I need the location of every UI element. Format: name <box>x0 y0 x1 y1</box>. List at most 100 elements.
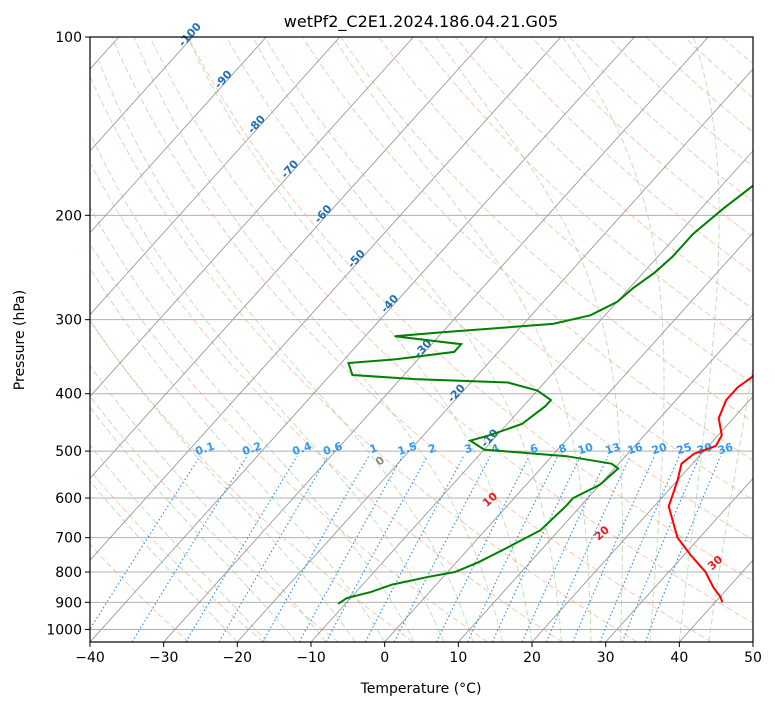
moist-adiabat <box>90 406 297 642</box>
x-tick-label: −40 <box>75 650 105 666</box>
dry-adiabat <box>90 75 638 642</box>
y-tick-label: 600 <box>55 491 82 507</box>
dry-adiabat <box>416 37 753 347</box>
isotherm-line <box>384 232 753 642</box>
moist-adiabat <box>678 37 720 642</box>
mixing-ratio-line <box>435 455 530 642</box>
x-axis: −40 −30 −20 −10 0 10 20 30 40 50 <box>75 642 762 666</box>
isotherm-line <box>163 37 709 642</box>
x-tick-label: 10 <box>449 650 467 666</box>
dry-adiabat <box>264 37 753 501</box>
mixing-ratio-label: 25 <box>675 440 694 457</box>
dry-adiabat <box>90 395 339 642</box>
isotherm-line <box>236 68 753 642</box>
dry-adiabat <box>90 320 414 642</box>
dry-adiabat <box>378 37 753 384</box>
mixing-ratio-line <box>621 455 701 642</box>
x-tick-label: 50 <box>744 650 762 666</box>
x-tick-label: 30 <box>597 650 615 666</box>
y-tick-label: 700 <box>55 531 82 547</box>
x-tick-label: −10 <box>296 650 326 666</box>
y-tick-label: 100 <box>55 30 82 46</box>
mixing-ratio-label: 10 <box>576 440 595 457</box>
y-tick-label: 1000 <box>46 622 82 638</box>
isotherm-line <box>605 477 753 642</box>
y-axis: 100 200 300 400 500 600 700 800 900 1000 <box>46 30 90 638</box>
y-tick-label: 400 <box>55 387 82 403</box>
mixing-ratio-line <box>185 455 298 642</box>
isotherm-line <box>90 37 414 398</box>
isotherm-line <box>90 37 562 561</box>
dry-adiabat <box>225 37 753 541</box>
moist-adiabat <box>90 132 445 642</box>
moist-adiabat <box>252 37 562 642</box>
isotherm-line <box>90 37 267 234</box>
mixing-ratio-label: 36 <box>716 440 735 457</box>
moist-adiabat <box>90 444 268 642</box>
mixing-ratio-line <box>599 455 680 642</box>
dry-adiabat <box>90 469 264 642</box>
isotherm-line <box>457 313 753 642</box>
isotherm-line <box>90 37 341 316</box>
dry-adiabat <box>111 37 712 642</box>
y-tick-label: 300 <box>55 313 82 329</box>
mixing-ratio-label: 20 <box>650 440 669 457</box>
y-axis-label: Pressure (hPa) <box>12 290 28 390</box>
mixing-ratio-label: 1 <box>368 442 379 457</box>
isotherm-line <box>90 37 635 642</box>
y-tick-label: 200 <box>55 208 82 224</box>
mixing-ratio-label: 2 <box>427 442 438 457</box>
mixing-ratio-line <box>644 455 722 642</box>
mixing-ratio-line <box>545 455 631 642</box>
moist-adiabat <box>435 37 623 642</box>
mixing-ratio-label: 0.4 <box>291 440 314 458</box>
dry-adiabat <box>340 37 753 423</box>
y-tick-label: 800 <box>55 565 82 581</box>
isotherm-line <box>310 150 753 642</box>
moist-adiabat <box>133 37 503 642</box>
dry-adiabat <box>90 161 563 642</box>
mixing-ratio-line <box>491 455 581 642</box>
x-tick-label: 40 <box>670 650 688 666</box>
moist-adiabat <box>562 37 665 642</box>
dry-adiabat <box>90 242 488 642</box>
dry-adiabat <box>531 37 753 238</box>
mixing-ratio-label: 0.1 <box>194 440 217 458</box>
mixing-ratio-line <box>467 455 559 642</box>
moist-adiabat <box>90 365 327 642</box>
moist-adiabat <box>98 61 474 642</box>
mixing-ratio-line <box>131 455 248 642</box>
moist-adiabat <box>90 319 356 642</box>
mixing-ratio-label: 4 <box>490 441 502 456</box>
dry-adiabat <box>569 37 753 203</box>
mixing-ratio-label: 1.5 <box>396 440 419 458</box>
moist-adiabat <box>90 480 238 642</box>
dry-adiabat <box>149 37 753 624</box>
y-tick-label: 500 <box>55 444 82 460</box>
moist-adiabat <box>708 364 753 642</box>
x-tick-label: 20 <box>523 650 541 666</box>
profile-line <box>667 373 753 603</box>
mixing-ratio-label: 0.6 <box>322 440 345 458</box>
profiles <box>337 184 753 605</box>
moist-adiabat <box>90 267 386 642</box>
dry-adiabat <box>493 37 753 274</box>
y-tick-label: 900 <box>55 595 82 611</box>
mixing-ratio-label: 0.2 <box>241 440 264 458</box>
dry-adiabat <box>454 37 753 310</box>
mixing-ratio-line <box>521 455 609 642</box>
mixing-ratio-label: 8 <box>557 442 568 457</box>
chart-title: wetPf2_C2E1.2024.186.04.21.G05 <box>284 12 558 32</box>
dry-adiabat <box>607 37 753 168</box>
x-tick-label: 0 <box>380 650 389 666</box>
moist-adiabat <box>333 37 592 642</box>
x-tick-label: −30 <box>149 650 179 666</box>
x-axis-label: Temperature (°C) <box>360 681 482 697</box>
mixing-ratio-line <box>218 455 329 642</box>
x-tick-label: −20 <box>223 650 253 666</box>
profile-line <box>337 184 753 605</box>
mixing-ratio-line <box>572 455 655 642</box>
mixing-ratio-label: 6 <box>528 441 540 456</box>
